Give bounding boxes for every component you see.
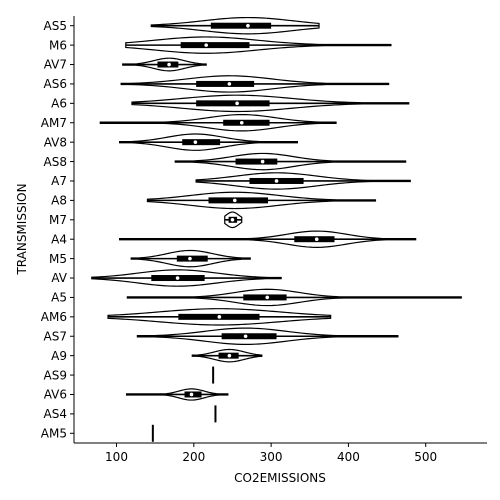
violin-m6-iqr-box bbox=[180, 42, 250, 49]
y-tick-label-a7: A7 bbox=[51, 174, 67, 188]
x-tick-label-200: 200 bbox=[182, 450, 205, 464]
y-tick-label-as9: AS9 bbox=[44, 368, 67, 382]
y-tick-label-av: AV bbox=[51, 271, 67, 285]
violin-a8-median bbox=[232, 198, 237, 203]
violin-a5-median bbox=[265, 295, 270, 300]
violin-a9 bbox=[191, 348, 263, 363]
y-tick-label-m7: M7 bbox=[49, 213, 67, 227]
violin-a4-median bbox=[314, 237, 319, 242]
y-tick-label-av6: AV6 bbox=[44, 388, 67, 402]
violin-as6-iqr-box bbox=[196, 80, 255, 87]
x-tick-group: 100 200 300 400 500 bbox=[105, 443, 437, 464]
x-tick-label-300: 300 bbox=[260, 450, 283, 464]
violin-as6-median bbox=[227, 82, 232, 86]
violin-av7 bbox=[122, 57, 207, 72]
violin-av-median bbox=[175, 276, 180, 280]
y-tick-label-as6: AS6 bbox=[44, 77, 67, 91]
violin-av8 bbox=[119, 133, 298, 151]
violin-a4 bbox=[119, 230, 417, 248]
violin-a6-median bbox=[235, 101, 239, 106]
violin-group bbox=[91, 16, 462, 442]
violin-a5-iqr-box bbox=[243, 294, 287, 301]
y-tick-label-am7: AM7 bbox=[41, 116, 67, 130]
y-tick-label-av8: AV8 bbox=[44, 135, 67, 149]
violin-m5-iqr-box bbox=[176, 255, 208, 262]
violin-as6 bbox=[120, 75, 390, 93]
violin-av8-iqr-box bbox=[182, 139, 221, 146]
violin-a4-iqr-box bbox=[294, 236, 335, 243]
violin-a7-median bbox=[274, 179, 279, 183]
violin-am6 bbox=[107, 308, 332, 326]
violin-as8-iqr-box bbox=[235, 158, 278, 165]
y-tick-label-a4: A4 bbox=[51, 232, 67, 246]
violin-as7-median bbox=[243, 334, 248, 339]
violin-a7 bbox=[195, 172, 411, 190]
violin-m6 bbox=[125, 36, 392, 54]
violin-as5-iqr-box bbox=[210, 22, 272, 29]
violin-av bbox=[91, 269, 282, 287]
y-tick-label-a9: A9 bbox=[51, 349, 67, 363]
violin-a9-median bbox=[227, 353, 232, 358]
violin-a6-iqr-box bbox=[196, 100, 270, 107]
violin-m7-median bbox=[230, 217, 235, 222]
violin-as7 bbox=[136, 327, 399, 346]
violin-m5-median bbox=[188, 256, 192, 261]
violin-am7-iqr-box bbox=[223, 119, 270, 126]
x-tick-label-400: 400 bbox=[337, 450, 360, 464]
y-tick-label-as5: AS5 bbox=[44, 19, 67, 33]
violin-as8-median bbox=[260, 159, 265, 164]
violin-as5-median bbox=[246, 23, 250, 28]
violin-a5 bbox=[126, 288, 462, 307]
y-tick-label-a5: A5 bbox=[51, 291, 67, 305]
violin-as8 bbox=[174, 152, 407, 171]
violin-as7-iqr-box bbox=[221, 333, 277, 340]
violin-m5 bbox=[130, 249, 251, 268]
y-tick-label-am5: AM5 bbox=[41, 426, 67, 440]
violin-a6 bbox=[131, 94, 410, 113]
violin-am6-median bbox=[217, 315, 222, 319]
violin-av6-median bbox=[189, 392, 194, 397]
violin-av7-median bbox=[167, 62, 171, 67]
violin-as5 bbox=[150, 16, 320, 35]
violin-m7 bbox=[224, 211, 243, 229]
y-tick-label-m6: M6 bbox=[49, 38, 67, 52]
violin-av6 bbox=[125, 388, 229, 401]
x-tick-label-100: 100 bbox=[105, 450, 128, 464]
y-tick-label-av7: AV7 bbox=[44, 58, 67, 72]
y-tick-label-as8: AS8 bbox=[44, 155, 67, 169]
violin-a8 bbox=[146, 191, 377, 210]
y-axis-title: TRANSMISSION bbox=[15, 183, 29, 275]
y-tick-label-m5: M5 bbox=[49, 252, 67, 266]
x-tick-label-500: 500 bbox=[414, 450, 437, 464]
y-tick-label-as7: AS7 bbox=[44, 329, 67, 343]
y-tick-label-am6: AM6 bbox=[41, 310, 67, 324]
y-tick-label-a8: A8 bbox=[51, 194, 67, 208]
y-tick-label-a6: A6 bbox=[51, 97, 67, 111]
violin-a8-iqr-box bbox=[208, 197, 269, 204]
violin-m6-median bbox=[204, 43, 208, 47]
violin-av8-median bbox=[193, 140, 198, 144]
violin-am7-median bbox=[239, 120, 244, 125]
x-axis-title: CO2EMISSIONS bbox=[234, 471, 326, 485]
y-tick-label-as4: AS4 bbox=[44, 407, 67, 421]
axes-group bbox=[73, 16, 487, 444]
violin-am7 bbox=[99, 113, 337, 132]
y-tick-group: AS5 M6 AV7 AS6 A6 AM7 AV8 AS8 A7 A8 M7 A4 M5 AV A5 AM6 A… bbox=[41, 19, 74, 440]
